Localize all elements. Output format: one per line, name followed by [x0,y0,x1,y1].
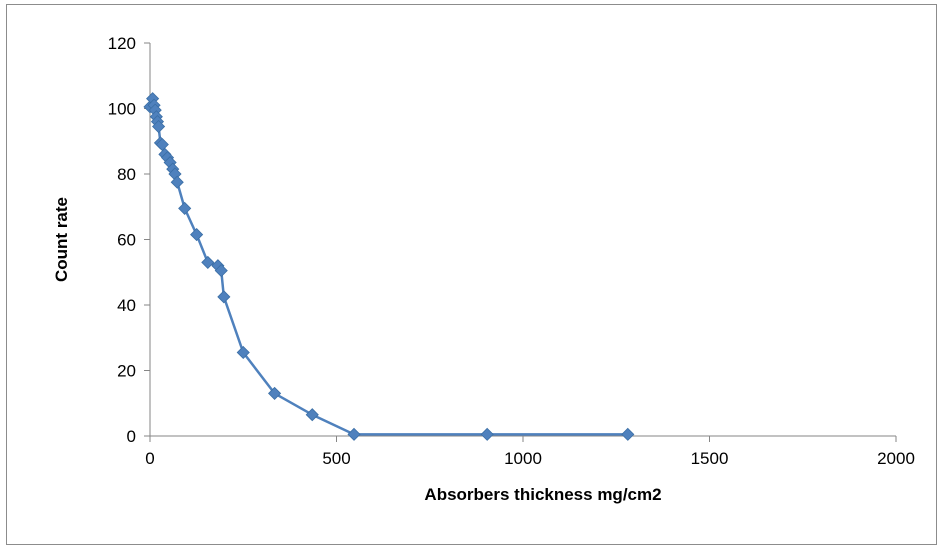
x-axis-label: Absorbers thickness mg/cm2 [424,485,661,504]
y-tick-label: 20 [117,362,136,381]
data-point-marker [621,427,635,441]
data-point-marker [480,427,494,441]
x-tick-label: 2000 [877,449,915,468]
data-point-marker [305,408,319,422]
x-tick-label: 0 [145,449,154,468]
tick-labels: 0 20 40 60 80 100 120 0 500 1000 1500 2000 [108,34,915,468]
data-point-marker [152,119,166,134]
data-point-marker [347,427,361,441]
chart-area: 0 20 40 60 80 100 120 0 500 1000 1500 2000 Count ra… [6,4,937,545]
data-point-marker [236,345,250,360]
y-axis-label: Count rate [52,197,71,282]
y-tick-label: 120 [108,34,136,53]
data-point-marker [170,175,184,189]
y-tick-label: 40 [117,296,136,315]
x-tick-label: 500 [322,449,350,468]
data-point-marker [214,264,228,278]
data-point-marker [268,386,282,400]
chart-svg: 0 20 40 60 80 100 120 0 500 1000 1500 2000 Count ra… [52,34,915,504]
series-group [143,92,635,441]
x-tick-label: 1000 [504,449,542,468]
axes [144,42,897,442]
data-point-marker [217,290,231,304]
data-point-marker [190,228,204,242]
data-point-marker [201,255,215,269]
x-tick-label: 1500 [691,449,729,468]
y-tick-label: 60 [117,231,136,250]
data-point-marker [178,201,192,215]
y-tick-label: 0 [127,427,136,446]
y-tick-label: 80 [117,165,136,184]
y-tick-label: 100 [108,100,136,119]
